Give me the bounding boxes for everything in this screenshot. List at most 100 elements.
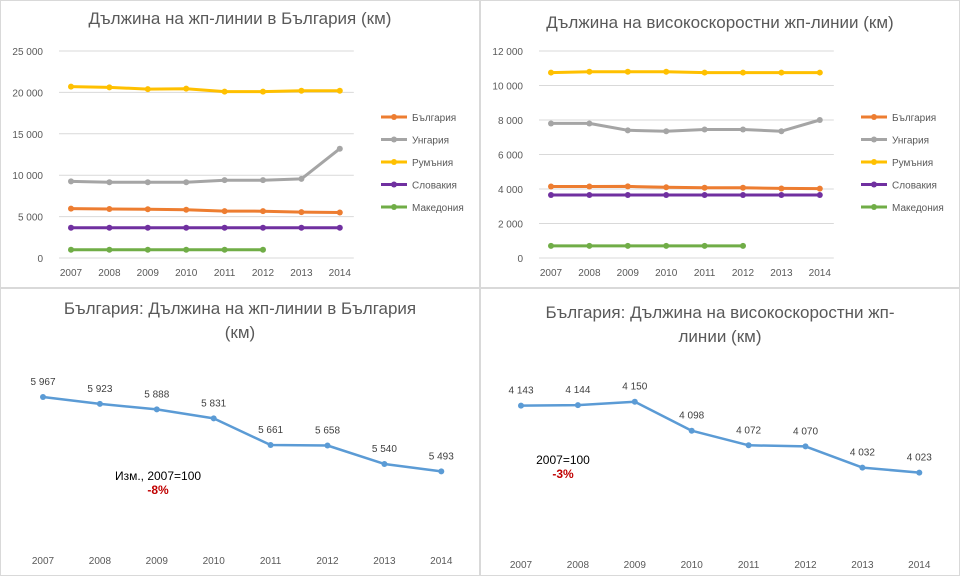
data-point — [586, 183, 593, 190]
legend-label: България — [892, 113, 936, 124]
data-point — [624, 242, 631, 249]
x-tick-label: 2014 — [908, 560, 931, 571]
data-point — [624, 183, 631, 190]
data-point — [631, 398, 638, 405]
annotation-value: -3% — [552, 467, 574, 481]
data-point — [68, 178, 74, 185]
data-point — [221, 208, 228, 215]
data-point — [802, 443, 809, 450]
chart-title: Дължина на високоскоростни жп-линии (км) — [546, 13, 894, 32]
data-point — [183, 179, 190, 186]
data-point — [260, 224, 266, 231]
data-label: 5 493 — [429, 451, 454, 462]
y-tick-label: 4 000 — [498, 185, 523, 196]
series-line-България — [70, 207, 340, 214]
data-point — [701, 69, 708, 76]
x-tick-label: 2007 — [32, 556, 55, 567]
chart-title: България: Дължина на жп-линии в България… — [63, 299, 417, 342]
x-tick-label: 2013 — [851, 560, 874, 571]
chart-panel-bulgaria-railway: България: Дължина на жп-линии в България… — [0, 288, 480, 576]
data-point — [298, 209, 305, 216]
x-tick-label: 2012 — [316, 556, 339, 567]
data-point — [68, 83, 74, 90]
data-point — [701, 192, 708, 199]
data-point — [778, 192, 785, 199]
data-point — [298, 87, 305, 94]
x-tick-label: 2008 — [89, 556, 112, 567]
legend-label: Македония — [412, 203, 464, 214]
data-label: 4 144 — [565, 385, 590, 396]
x-tick-label: 2014 — [809, 268, 832, 279]
data-point — [816, 69, 823, 76]
data-point — [701, 184, 708, 191]
x-tick-label: 2012 — [794, 560, 817, 571]
x-tick-label: 2009 — [624, 560, 647, 571]
change-annotation: 2007=100 -3% — [503, 453, 623, 481]
data-point — [663, 242, 670, 249]
legend-marker — [871, 159, 877, 165]
data-point — [816, 117, 823, 123]
series-line-bulgaria — [42, 395, 442, 473]
data-point — [518, 402, 524, 409]
legend-marker — [391, 136, 397, 143]
x-tick-label: 2010 — [681, 560, 704, 571]
data-point — [574, 402, 581, 409]
data-label: 4 072 — [736, 425, 761, 436]
line-chart-highspeed-length: 0 2 000 4 000 6 000 8 000 10 000 12 000 2007 200… — [492, 47, 943, 279]
y-tick-label: 10 000 — [12, 171, 43, 182]
data-point — [260, 88, 266, 95]
legend-label: България — [412, 113, 456, 124]
y-tick-label: 20 000 — [12, 88, 43, 99]
data-point — [96, 400, 103, 407]
data-point — [336, 145, 343, 152]
annotation-label: 2007=100 — [536, 453, 590, 467]
data-point — [816, 192, 823, 199]
y-tick-label: 25 000 — [12, 47, 43, 58]
data-point — [740, 184, 746, 191]
data-point — [336, 224, 343, 231]
data-point — [859, 464, 866, 471]
data-point — [701, 242, 708, 249]
data-point — [267, 442, 274, 449]
data-point — [183, 224, 190, 231]
data-point — [916, 469, 923, 476]
x-tick-label: 2011 — [694, 268, 716, 279]
data-point — [298, 224, 305, 231]
data-point — [106, 205, 113, 212]
data-point — [40, 394, 46, 401]
series-line-Румъния — [550, 70, 820, 75]
chart-title: България: Дължина на високоскоростни жп-… — [545, 303, 895, 346]
data-point — [778, 69, 785, 76]
data-point — [106, 179, 113, 186]
chart-panel-railway-length: Дължина на жп-линии в България (км) 0 5 0… — [0, 0, 480, 288]
data-point — [106, 246, 113, 253]
data-point — [548, 69, 554, 76]
y-tick-label: 15 000 — [12, 130, 43, 141]
data-label: 5 540 — [372, 444, 397, 455]
y-tick-label: 5 000 — [18, 213, 43, 224]
data-point — [624, 68, 631, 75]
legend-marker — [391, 204, 397, 210]
data-label: 5 658 — [315, 426, 340, 437]
data-point — [260, 177, 266, 184]
data-point — [144, 86, 151, 93]
data-point — [624, 127, 631, 134]
x-tick-label: 2007 — [510, 560, 533, 571]
data-point — [144, 206, 151, 213]
data-point — [153, 406, 160, 413]
x-tick-label: 2008 — [98, 268, 121, 279]
series-line-bulgaria — [520, 400, 920, 474]
x-tick-label: 2012 — [252, 268, 275, 279]
data-label: 4 070 — [793, 426, 818, 437]
y-tick-label: 8 000 — [498, 116, 523, 127]
data-point — [183, 246, 190, 253]
data-point — [260, 246, 266, 253]
x-tick-label: 2013 — [770, 268, 793, 279]
data-point — [221, 246, 228, 253]
data-label: 5 923 — [87, 384, 112, 395]
legend-marker — [391, 181, 397, 188]
legend-label: Румъния — [892, 158, 933, 169]
data-point — [381, 461, 388, 468]
x-tick-label: 2013 — [373, 556, 396, 567]
data-point — [740, 242, 746, 249]
